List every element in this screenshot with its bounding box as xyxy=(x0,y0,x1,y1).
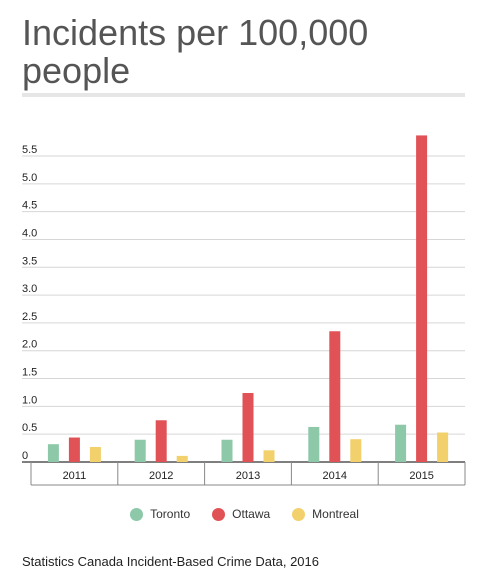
y-tick-label: 2.5 xyxy=(22,311,37,323)
x-tick-label: 2015 xyxy=(409,470,433,482)
x-tick-label: 2014 xyxy=(323,470,347,482)
chart-title: Incidents per 100,000 people xyxy=(22,12,369,91)
bar-montreal-2014 xyxy=(350,439,362,462)
bar-chart: 0 0.5 1.0 1.5 2.0 2.5 3.0 3.5 4.0 4.5 5.0 5.5 2011 20… xyxy=(22,135,466,486)
bar-toronto-2012 xyxy=(134,439,146,462)
y-tick-label: 4.5 xyxy=(22,200,37,212)
legend-label: Ottawa xyxy=(232,507,271,521)
bar-montreal-2011 xyxy=(89,446,101,462)
legend-label: Toronto xyxy=(150,507,191,521)
y-tick-label: 5.5 xyxy=(22,144,37,156)
legend: Toronto Ottawa Montreal xyxy=(0,507,489,521)
legend-item-montreal: Montreal xyxy=(292,507,359,521)
bar-montreal-2012 xyxy=(176,455,188,462)
x-tick-label: 2012 xyxy=(149,470,173,482)
y-tick-label: 0 xyxy=(22,450,28,462)
x-tick-label: 2013 xyxy=(236,470,260,482)
y-tick-label: 3.0 xyxy=(22,283,37,295)
y-tick-label: 0.5 xyxy=(22,422,37,434)
bar-ottawa-2012 xyxy=(155,420,167,462)
legend-item-ottawa: Ottawa xyxy=(212,507,270,521)
y-tick-label: 3.5 xyxy=(22,255,37,267)
y-tick-label: 1.0 xyxy=(22,394,37,406)
legend-swatch xyxy=(292,507,306,521)
bar-montreal-2015 xyxy=(437,432,449,462)
legend-item-toronto: Toronto xyxy=(130,507,190,521)
bar-ottawa-2013 xyxy=(242,393,254,462)
bar-toronto-2013 xyxy=(221,439,233,462)
x-tick-label: 2011 xyxy=(63,470,87,482)
y-tick-label: 4.0 xyxy=(22,227,37,239)
legend-swatch xyxy=(212,507,226,521)
bar-toronto-2015 xyxy=(395,424,407,462)
bar-ottawa-2011 xyxy=(68,437,80,462)
bar-ottawa-2015 xyxy=(416,135,428,462)
y-tick-label: 2.0 xyxy=(22,339,37,351)
bar-toronto-2011 xyxy=(47,444,59,462)
source-note: Statistics Canada Incident-Based Crime D… xyxy=(22,554,319,569)
legend-label: Montreal xyxy=(312,507,359,521)
y-tick-label: 1.5 xyxy=(22,367,37,379)
title-divider xyxy=(22,93,465,97)
bar-toronto-2014 xyxy=(308,426,320,462)
bar-montreal-2013 xyxy=(263,450,275,462)
bar-ottawa-2014 xyxy=(329,331,341,462)
y-tick-label: 5.0 xyxy=(22,172,37,184)
legend-swatch xyxy=(130,507,144,521)
